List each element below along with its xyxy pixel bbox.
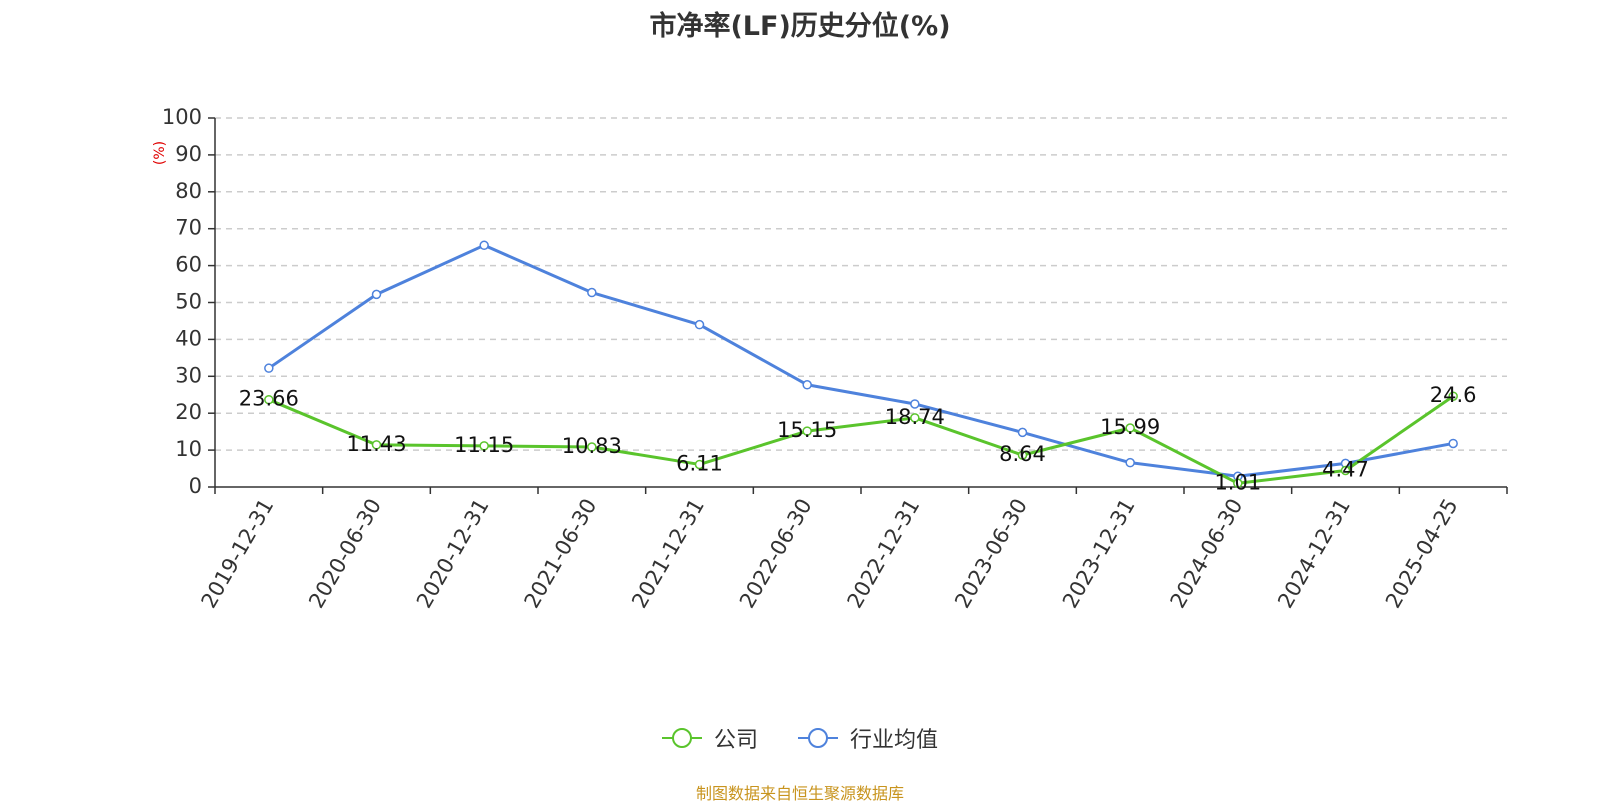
y-tick-label: 60 (175, 253, 202, 277)
series (264, 240, 1458, 489)
x-tick-label: 2022-12-31 (843, 494, 925, 612)
data-point[interactable] (479, 240, 489, 251)
data-labels: 23.66 11.43 11.15 10.83 6.11 15.15 18.74 8.64 15… (239, 383, 1477, 494)
legend-marker-company-icon (661, 728, 702, 748)
data-label: 11.15 (454, 433, 514, 457)
x-tick-label: 2020-12-31 (412, 494, 494, 612)
y-tick-label: 30 (175, 363, 202, 387)
data-point[interactable] (264, 394, 274, 405)
x-tick-label: 2023-12-31 (1058, 495, 1140, 613)
data-label: 1.01 (1214, 470, 1261, 494)
data-point[interactable] (1017, 450, 1028, 460)
data-point[interactable] (1125, 457, 1135, 468)
data-point[interactable] (694, 459, 705, 470)
data-point[interactable] (371, 289, 382, 300)
data-label: 4.47 (1322, 458, 1369, 482)
x-tick-label: 2021-12-31 (627, 495, 709, 613)
data-point[interactable] (587, 287, 597, 298)
legend-marker-industry-icon (798, 728, 838, 748)
data-point[interactable] (1125, 423, 1135, 433)
data-point[interactable] (1017, 427, 1028, 438)
y-tick-label: 40 (175, 326, 202, 350)
legend-item-company[interactable]: 公司 (661, 722, 758, 754)
data-label: 11.43 (346, 432, 406, 456)
y-tick-label: 10 (175, 437, 202, 461)
x-tick-label: 2019-12-31 (197, 495, 279, 613)
x-tick-label: 2021-06-30 (520, 495, 602, 613)
data-point[interactable] (1340, 465, 1351, 476)
series-line (267, 243, 1454, 478)
data-point[interactable] (694, 319, 705, 330)
grid-lines (215, 117, 1507, 451)
legend-item-industry[interactable]: 行业均值 (798, 722, 938, 754)
x-tick-label: 2022-06-30 (735, 495, 817, 613)
data-point[interactable] (1448, 391, 1458, 401)
data-point[interactable] (479, 441, 489, 451)
data-label: 24.6 (1430, 383, 1477, 407)
x-tick-label: 2023-06-30 (950, 495, 1032, 613)
x-tick-label: 2020-06-30 (304, 495, 386, 613)
axes: 0 10 20 30 40 50 60 70 80 90 100 2019-12-31 2020-06-… (162, 105, 1508, 613)
data-point[interactable] (910, 399, 920, 409)
x-tick-label: 2025-04-25 (1381, 495, 1463, 613)
y-tick-label: 70 (175, 216, 202, 240)
data-label: 15.99 (1100, 415, 1160, 439)
y-tick-label: 0 (189, 474, 202, 498)
y-axis-label: (%) (152, 141, 168, 165)
data-point[interactable] (1448, 438, 1458, 449)
legend-label-company: 公司 (713, 728, 758, 753)
legend-label-industry: 行业均值 (850, 728, 939, 753)
data-label: 23.66 (239, 387, 299, 411)
data-label: 6.11 (676, 451, 723, 475)
data-label: 10.83 (562, 434, 622, 458)
y-tick-label: 90 (175, 142, 202, 166)
data-point[interactable] (264, 363, 274, 373)
data-point[interactable] (587, 442, 597, 452)
data-point[interactable] (1233, 478, 1243, 489)
y-tick-label: 50 (175, 290, 202, 314)
y-tick-label: 80 (175, 179, 202, 203)
data-point[interactable] (802, 380, 812, 390)
data-point[interactable] (910, 413, 920, 423)
data-label: 15.15 (777, 418, 837, 442)
chart-title: 市净率(LF)历史分位(%) (649, 11, 951, 42)
y-tick-label: 20 (175, 400, 202, 424)
data-label: 8.64 (999, 442, 1046, 466)
data-label: 18.74 (885, 405, 945, 429)
y-tick-label: 100 (162, 105, 202, 129)
data-point[interactable] (802, 426, 812, 436)
series-line (268, 394, 1455, 485)
x-tick-label: 2024-12-31 (1273, 495, 1355, 613)
x-tick-label: 2024-06-30 (1166, 495, 1248, 613)
data-point[interactable] (371, 440, 382, 450)
legend: 公司 行业均值 (0, 722, 1600, 754)
source-note: 制图数据来自恒生聚源数据库 (695, 784, 904, 803)
